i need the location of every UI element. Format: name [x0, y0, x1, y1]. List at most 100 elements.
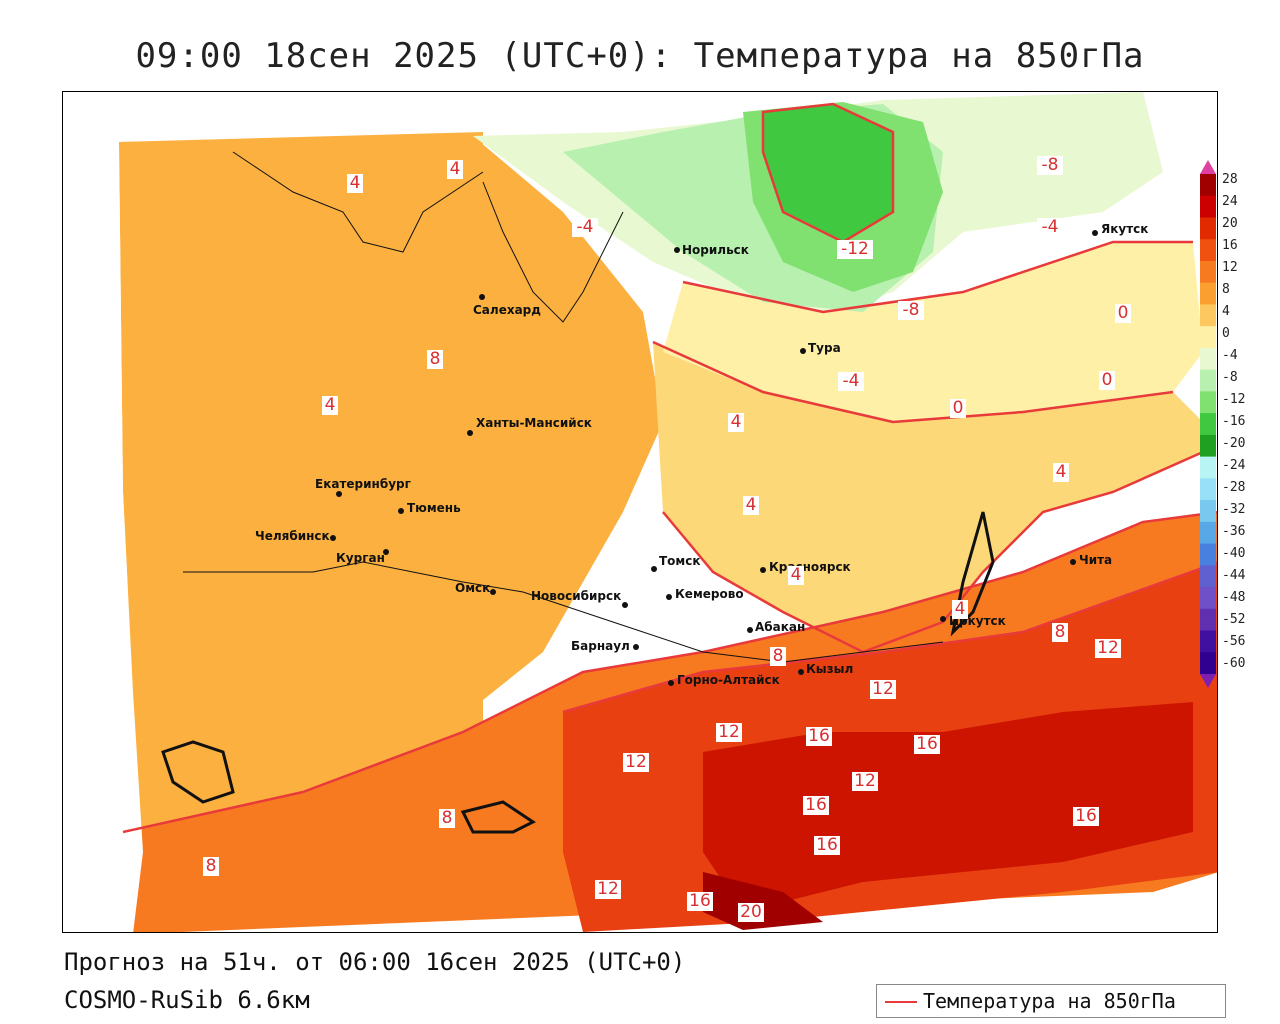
colorbar-band [1200, 456, 1216, 479]
isotherm-labels: 4 4 -4 -12 -8 -4 -8 -4 0 0 0 8 4 4 4 4 4 4 8 8 12 12 12 16 16 12 1… [203, 155, 1131, 922]
colorbar-tick-label: -28 [1222, 480, 1246, 495]
svg-text:16: 16 [805, 795, 827, 815]
colorbar-tick-label: -12 [1222, 392, 1246, 407]
isotherm-label: 4 [728, 412, 744, 432]
city-label: Томск [659, 554, 701, 568]
svg-text:8: 8 [1055, 622, 1066, 642]
svg-text:0: 0 [1118, 303, 1129, 323]
city-label: Красноярск [769, 560, 851, 574]
city-label: Челябинск [255, 529, 330, 543]
svg-text:16: 16 [689, 891, 711, 911]
isotherm-label: -4 [572, 217, 598, 237]
city-label: Екатеринбург [315, 477, 411, 491]
svg-text:16: 16 [816, 835, 838, 855]
svg-text:4: 4 [450, 159, 461, 179]
svg-text:4: 4 [746, 495, 757, 515]
svg-text:4: 4 [731, 412, 742, 432]
colorbar-band [1200, 347, 1216, 371]
isotherm-label: -12 [837, 239, 873, 259]
svg-text:-4: -4 [577, 217, 594, 237]
svg-text:4: 4 [955, 599, 966, 619]
svg-text:12: 12 [1097, 638, 1119, 658]
colorbar [1200, 160, 1216, 688]
zone-orange [119, 136, 663, 852]
colorbar-band [1200, 391, 1216, 414]
map-legend: Температура на 850гПа [876, 984, 1226, 1018]
colorbar-tick-label: 0 [1222, 326, 1230, 341]
svg-text:-8: -8 [903, 300, 920, 320]
zone-green-dark [763, 104, 893, 242]
svg-text:8: 8 [773, 646, 784, 666]
colorbar-tick-label: -20 [1222, 436, 1246, 451]
svg-text:-4: -4 [1042, 217, 1059, 237]
isotherm-label: 8 [439, 808, 455, 828]
colorbar-top-arrow [1200, 160, 1216, 174]
isotherm-label: 4 [743, 495, 759, 515]
svg-text:20: 20 [740, 902, 762, 922]
map-title: 09:00 18сен 2025 (UTC+0): Температура на… [135, 36, 1145, 76]
colorbar-band [1200, 217, 1216, 240]
colorbar-tick-label: -44 [1222, 568, 1246, 583]
isotherm-label: 4 [447, 159, 463, 179]
svg-text:8: 8 [206, 856, 217, 876]
city-label: Чита [1079, 553, 1112, 567]
svg-text:12: 12 [597, 879, 619, 899]
colorbar-tick-label: 28 [1222, 172, 1238, 187]
isotherm-label: 4 [1053, 462, 1069, 482]
colorbar-tick-label: -16 [1222, 414, 1246, 429]
svg-text:16: 16 [808, 726, 830, 746]
temperature-map[interactable]: Норильск Якутск Салехард Тура Ханты-Манс… [62, 91, 1218, 933]
isotherm-label: 0 [1099, 370, 1115, 390]
colorbar-band [1200, 500, 1216, 523]
isotherm-label: 12 [716, 722, 742, 742]
svg-text:4: 4 [791, 565, 802, 585]
city-label: Якутск [1101, 222, 1148, 236]
svg-text:-12: -12 [841, 239, 869, 259]
colorbar-band [1200, 543, 1216, 566]
colorbar-tick-label: 8 [1222, 282, 1230, 297]
svg-text:4: 4 [350, 173, 361, 193]
svg-text:0: 0 [1102, 370, 1113, 390]
svg-text:4: 4 [325, 395, 336, 415]
colorbar-band [1200, 565, 1216, 588]
city-label: Кемерово [675, 587, 744, 601]
colorbar-tick-label: -60 [1222, 656, 1246, 671]
city-label: Абакан [755, 620, 805, 634]
isotherm-label: 0 [1115, 303, 1131, 323]
isotherm-label: 4 [322, 395, 338, 415]
isotherm-label: -4 [1037, 217, 1063, 237]
colorbar-band [1200, 413, 1216, 436]
colorbar-band [1200, 239, 1216, 262]
colorbar-band [1200, 478, 1216, 501]
city-label: Новосибирск [531, 589, 621, 603]
legend-label: Температура на 850гПа [923, 989, 1176, 1013]
colorbar-tick-label: 20 [1222, 216, 1238, 231]
svg-text:12: 12 [854, 771, 876, 791]
isotherm-label: 8 [427, 349, 443, 369]
svg-text:4: 4 [1056, 462, 1067, 482]
isotherm-label: 12 [852, 771, 878, 791]
city-label: Курган [336, 551, 385, 565]
colorbar-band [1200, 260, 1216, 284]
borders [161, 151, 995, 834]
svg-text:16: 16 [1075, 806, 1097, 826]
colorbar-bottom-arrow [1200, 674, 1216, 688]
colorbar-band [1200, 304, 1216, 327]
colorbar-tick-label: -52 [1222, 612, 1246, 627]
svg-text:0: 0 [953, 398, 964, 418]
isotherm-label: 12 [623, 752, 649, 772]
zone-hot-24 [703, 872, 823, 930]
svg-text:-4: -4 [843, 371, 860, 391]
city-label: Салехард [473, 303, 541, 317]
city-label: Барнаул [571, 639, 630, 653]
svg-text:8: 8 [430, 349, 441, 369]
city-label: Ханты-Мансийск [476, 416, 592, 430]
colorbar-tick-label: -36 [1222, 524, 1246, 539]
colorbar-band [1200, 326, 1216, 349]
isotherm-label: 12 [870, 679, 896, 699]
cities: Норильск Якутск Салехард Тура Ханты-Манс… [255, 222, 1148, 687]
colorbar-tick-label: -40 [1222, 546, 1246, 561]
colorbar-band [1200, 521, 1216, 545]
colorbar-band [1200, 195, 1216, 218]
colorbar-tick-label: -4 [1222, 348, 1238, 363]
